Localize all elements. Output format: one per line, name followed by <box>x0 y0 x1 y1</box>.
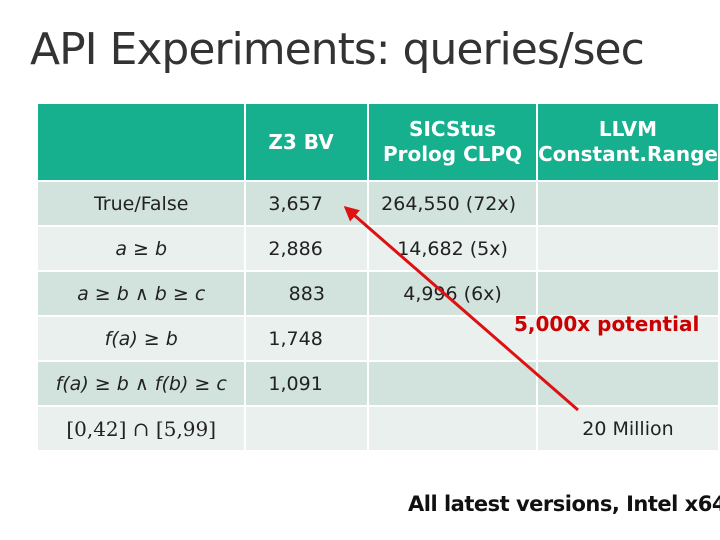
table-row: True/False 3,657 264,550 (72x) <box>35 180 720 227</box>
row-sicstus: 264,550 (72x) <box>367 180 538 227</box>
row-query: f(a) ≥ b ∧ f(b) ≥ c <box>35 360 247 407</box>
results-table: Z3 BV SICStus Prolog CLPQ LLVM Constant.… <box>35 102 720 452</box>
row-llvm <box>535 360 720 407</box>
row-z3: 883 <box>244 270 370 317</box>
row-z3: 3,657 <box>244 180 370 227</box>
row-sicstus <box>367 360 538 407</box>
header-query <box>35 102 247 182</box>
table-row: a ≥ b ∧ b ≥ c 883 4,996 (6x) <box>35 270 720 317</box>
row-llvm: 20 Million <box>535 405 720 452</box>
row-query: True/False <box>35 180 247 227</box>
table-row: [0,42] ∩ [5,99] 20 Million <box>35 405 720 452</box>
header-llvm-text: LLVM Constant.Range <box>537 117 718 166</box>
row-sicstus: 4,996 (6x) <box>367 270 538 317</box>
row-llvm <box>535 225 720 272</box>
row-sicstus <box>367 315 538 362</box>
row-query: f(a) ≥ b <box>35 315 247 362</box>
header-sicstus: SICStus Prolog CLPQ <box>367 102 538 182</box>
table-row: f(a) ≥ b ∧ f(b) ≥ c 1,091 <box>35 360 720 407</box>
row-z3: 1,748 <box>244 315 370 362</box>
row-query: [0,42] ∩ [5,99] <box>35 405 247 452</box>
header-z3: Z3 BV <box>244 102 370 182</box>
arrow-line <box>343 206 579 412</box>
row-sicstus <box>367 405 538 452</box>
table-row: f(a) ≥ b 1,748 <box>35 315 720 362</box>
row-query: a ≥ b ∧ b ≥ c <box>35 270 247 317</box>
row-z3: 2,886 <box>244 225 370 272</box>
table-header-row: Z3 BV SICStus Prolog CLPQ LLVM Constant.… <box>35 102 720 182</box>
row-z3 <box>244 405 370 452</box>
row-llvm <box>535 270 720 317</box>
header-sicstus-text: SICStus Prolog CLPQ <box>382 117 523 166</box>
header-llvm: LLVM Constant.Range <box>535 102 720 182</box>
row-z3: 1,091 <box>244 360 370 407</box>
row-query: a ≥ b <box>35 225 247 272</box>
potential-note: 5,000x potential <box>514 312 700 336</box>
row-llvm <box>535 180 720 227</box>
row-llvm <box>535 315 720 362</box>
slide-title: API Experiments: queries/sec <box>30 24 645 75</box>
row-sicstus: 14,682 (5x) <box>367 225 538 272</box>
table-row: a ≥ b 2,886 14,682 (5x) <box>35 225 720 272</box>
footer-note: All latest versions, Intel x64 <box>408 492 720 516</box>
